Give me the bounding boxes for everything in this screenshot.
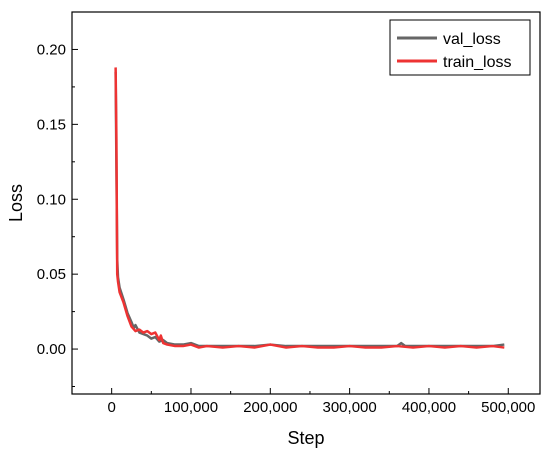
- x-axis-title: Step: [287, 428, 324, 448]
- y-axis-title: Loss: [6, 184, 26, 222]
- y-tick-label: 0.10: [37, 191, 66, 208]
- x-tick-label: 100,000: [164, 399, 218, 416]
- y-tick-label: 0.20: [37, 41, 66, 58]
- y-axis-ticks: 0.00 0.05 0.10 0.15 0.20: [37, 41, 78, 388]
- y-tick-label: 0.00: [37, 341, 66, 358]
- x-tick-label: 300,000: [323, 399, 377, 416]
- x-tick-label: 400,000: [402, 399, 456, 416]
- y-tick-label: 0.15: [37, 116, 66, 133]
- x-axis-ticks: 0 100,000 200,000 300,000 400,000 500,000: [107, 388, 535, 416]
- legend-box: [389, 19, 531, 76]
- y-tick-label: 0.05: [37, 266, 66, 283]
- legend: val_loss train_loss: [389, 19, 531, 76]
- legend-label-train-loss: train_loss: [443, 54, 511, 71]
- x-tick-label: 200,000: [243, 399, 297, 416]
- legend-label-val-loss: val_loss: [443, 31, 501, 48]
- x-tick-label: 0: [107, 399, 115, 416]
- plot-frame: [71, 11, 541, 395]
- series-line-train-loss: [114, 67, 505, 349]
- series-line-val-loss: [114, 71, 505, 348]
- x-tick-label: 500,000: [481, 399, 535, 416]
- series-layer: [114, 67, 505, 349]
